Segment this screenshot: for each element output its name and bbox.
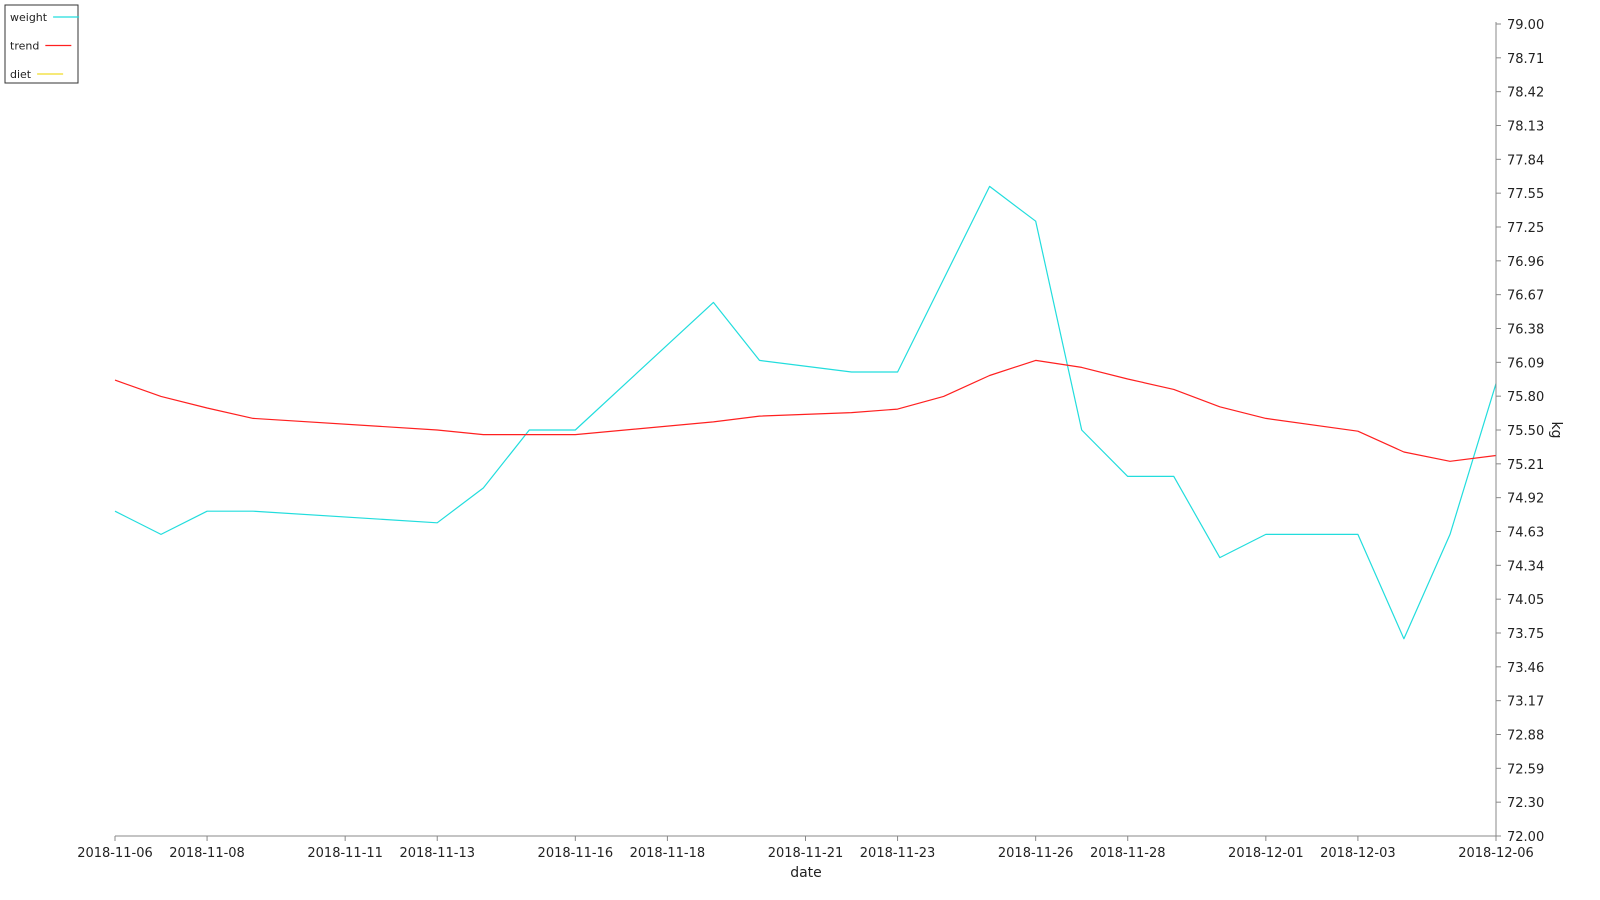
x-tick-label: 2018-12-06 [1458,846,1534,861]
series-line-trend [114,359,1497,462]
y-tick-label: 79.00 [1507,18,1544,33]
x-axis-ticks: 2018-11-06 2018-11-08 2018-11-11 2018-11-13… [77,836,1534,861]
y-axis-ticks: 79.00 78.71 78.42 78.13 77.84 77.55 77.25 76.96… [1496,18,1544,845]
y-tick-label: 73.75 [1507,627,1544,642]
y-tick-label: 78.71 [1507,52,1544,67]
x-tick-label: 2018-11-13 [399,846,475,861]
x-tick-label: 2018-11-08 [169,846,245,861]
legend-label-trend: trend [10,40,39,53]
y-tick-label: 78.13 [1507,120,1544,135]
x-tick-label: 2018-11-23 [860,846,936,861]
y-tick-label: 77.84 [1507,153,1544,168]
x-tick-label: 2018-11-16 [538,846,614,861]
y-tick-label: 76.96 [1507,255,1544,270]
x-tick-label: 2018-11-28 [1090,846,1166,861]
legend-box [4,4,79,84]
y-tick-label: 72.59 [1507,762,1544,777]
x-tick-label: 2018-11-21 [768,846,844,861]
y-tick-label: 76.38 [1507,323,1544,338]
y-tick-label: 72.30 [1507,796,1544,811]
legend-label-diet: diet [10,68,32,81]
legend: weight trend diet [4,4,80,84]
y-tick-label: 75.80 [1507,390,1544,405]
y-tick-label: 75.21 [1507,458,1544,473]
x-tick-label: 2018-11-06 [77,846,153,861]
y-tick-label: 72.00 [1507,830,1544,845]
y-tick-label: 75.50 [1507,424,1544,439]
x-tick-label: 2018-11-26 [998,846,1074,861]
series-line-weight [114,185,1497,640]
y-tick-label: 77.55 [1507,187,1544,202]
x-tick-label: 2018-11-11 [307,846,383,861]
y-tick-label: 74.63 [1507,526,1544,541]
x-tick-label: 2018-11-18 [630,846,706,861]
y-tick-label: 76.67 [1507,289,1544,304]
series-lines [114,185,1497,640]
y-tick-label: 74.05 [1507,593,1544,608]
y-tick-label: 78.42 [1507,86,1544,101]
y-tick-label: 74.34 [1507,559,1544,574]
x-tick-label: 2018-12-03 [1320,846,1396,861]
y-tick-label: 72.88 [1507,729,1544,744]
x-axis-title: date [790,865,822,881]
legend-label-weight: weight [10,11,48,24]
y-tick-label: 77.25 [1507,221,1544,236]
y-tick-label: 76.09 [1507,356,1544,371]
y-tick-label: 73.46 [1507,661,1544,676]
x-tick-label: 2018-12-01 [1228,846,1304,861]
y-tick-label: 73.17 [1507,695,1544,710]
y-axis-title: kg [1548,422,1564,439]
y-tick-label: 74.92 [1507,492,1544,507]
